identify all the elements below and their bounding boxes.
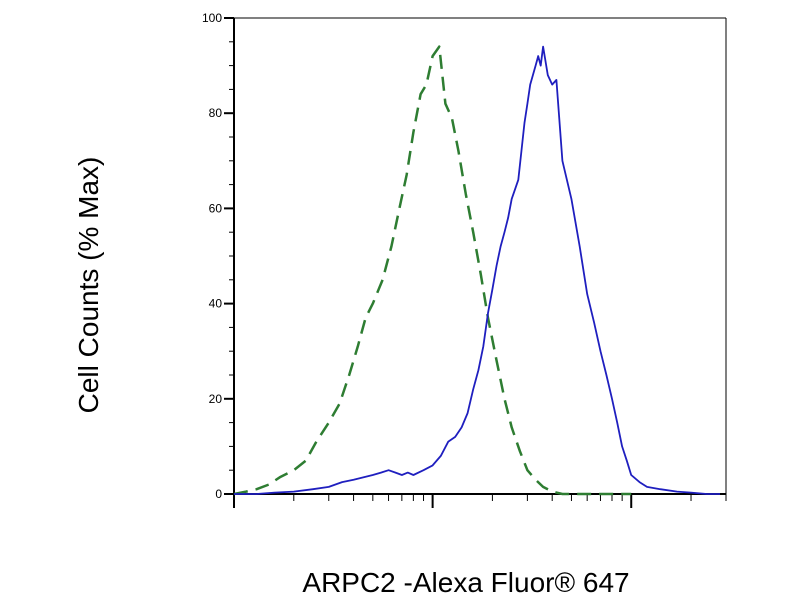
- axes-layer: [224, 17, 727, 508]
- x-axis-title: ARPC2 -Alexa Fluor® 647: [302, 567, 629, 598]
- y-tick-label-4: 80: [209, 106, 223, 120]
- series-line-1: [234, 45, 720, 495]
- y-tick-label-2: 40: [209, 297, 223, 311]
- y-tick-label-3: 60: [209, 201, 223, 215]
- y-axis-title: Cell Counts (% Max): [73, 157, 104, 414]
- series-line-0: [233, 45, 632, 496]
- labels-layer: 0 20 40 60 80 100 ARPC2 -Alexa Fluor® 647 Cell …: [73, 11, 630, 598]
- y-tick-label-5: 100: [202, 11, 222, 25]
- y-tick-label-0: 0: [215, 487, 222, 501]
- series-layer: [233, 45, 720, 496]
- y-tick-label-1: 20: [209, 392, 223, 406]
